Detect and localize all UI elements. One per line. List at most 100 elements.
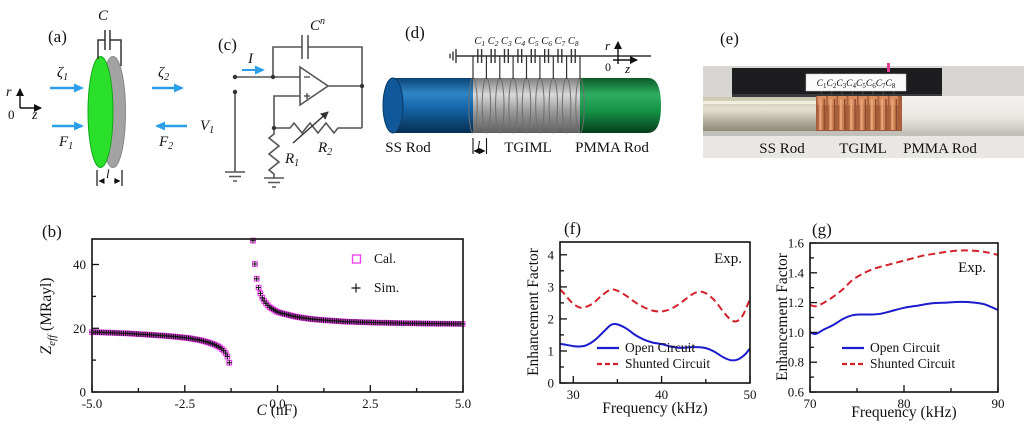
svg-text:80: 80 [898,396,911,411]
zeta1-label: ζ1 [57,65,68,83]
tgiml-label: TGIML [839,141,887,157]
capacitor-label: C1 [474,36,485,48]
panel-a-disc-schematic: (a) r 0 z C ζ1 ζ2 F1 F2 [6,8,187,186]
svg-text:0: 0 [80,385,87,400]
ss-rod-endcap [382,77,404,134]
thickness-label: l [477,138,481,152]
capacitor-symbol [97,30,122,66]
svg-text:70: 70 [804,396,817,411]
capacitor-symbol [570,49,576,63]
svg-text:1: 1 [548,344,555,359]
svg-text:3: 3 [548,279,555,294]
disc-face-green [87,56,114,168]
plot-canvas-g: 70 80 90 0.6 0.8 1.0 1.2 1.4 1.6 Open CircuitShun… [788,236,1005,412]
capacitor-row: C1 C2 C3 C4 C5 C6 C7 C8 [472,36,581,79]
series-cal-squares [89,237,466,366]
capacitor-label: C7 [555,36,566,48]
axes-frame [91,238,464,393]
svg-text:40: 40 [73,257,86,272]
wave-arrows [50,83,187,131]
ss-rod-label: SS Rod [759,141,805,157]
thickness-marks [472,138,488,154]
panel-tag-g: (g) [812,220,832,239]
svg-text:Open Circuit: Open Circuit [870,340,940,355]
panel-tag-f: (f) [564,219,581,238]
pmma-rod-body [580,78,661,133]
legend: Cal. Sim. [351,251,399,295]
axis-zero-label: 0 [605,60,611,74]
axes-rz [613,41,638,64]
series-open-circuit-line [809,300,999,335]
chart-enhancement-high-band: (g) Enhancement Factor Frequency (kHz) 7… [770,212,1024,441]
svg-text:Shunted Circuit: Shunted Circuit [625,356,710,371]
annotation-exp: Exp. [714,251,742,267]
capacitor-label: C3 [501,36,512,48]
svg-text:-2.5: -2.5 [175,396,196,411]
current-label: I [247,51,254,67]
x-axis-title: Frequency (kHz) [851,404,957,421]
svg-text:2: 2 [548,311,555,326]
capacitor-label: C2 [488,36,499,48]
capacitor-label: C8 [568,36,579,48]
series-sim-pluses [89,238,466,366]
pmma-rod-label: PMMA Rod [575,140,649,156]
op-amp-signs [304,76,310,99]
nodes [232,74,365,131]
capacitor-strip-text: C1C2C3C4C5C6C7C8 [817,79,896,90]
ss-rod-highlight [703,101,820,104]
series-shunted-circuit-line [559,288,751,323]
pink-mark [887,63,890,72]
pmma-rod-label: PMMA Rod [903,141,977,157]
x-axis-title: Frequency (kHz) [602,400,708,417]
chart-enhancement-low-band: (f) Enhancement Factor Frequency (kHz) 3… [520,212,780,441]
svg-text:0.6: 0.6 [788,385,805,400]
axis-zero-label: 0 [8,107,15,122]
x-axis-title: C (nF) [256,402,298,419]
force1-label: F1 [58,134,73,152]
r1-label: R1 [284,151,299,169]
ss-rod-body [393,78,473,133]
svg-text:Sim.: Sim. [374,280,399,295]
ss-rod-label: SS Rod [385,140,431,156]
panel-tag: (e) [720,29,739,48]
capacitor-label: C6 [541,36,552,48]
svg-text:90: 90 [992,396,1005,411]
capacitor-label-strip [805,73,907,92]
capacitor-label: C5 [528,36,539,48]
svg-text:Open Circuit: Open Circuit [625,340,695,355]
capacitor-symbol [503,49,510,63]
svg-text:5.0: 5.0 [455,396,471,411]
panel-e-experiment-photo: (e) C1C2C3C4C5C6C7C8 SS Rod TGIML PMMA R… [703,29,1024,158]
svg-text:Shunted Circuit: Shunted Circuit [870,356,955,371]
capacitor-label: C4 [514,36,525,48]
panel-tag: (a) [48,27,67,46]
panel-c-circuit: (c) [200,16,365,188]
svg-text:4: 4 [548,247,555,262]
tgiml-coils-photo [816,91,902,137]
circuit-wires [225,35,363,188]
bench-strip [703,136,1024,158]
variable-resistor-arrow [292,111,329,144]
axes-frame [559,241,751,384]
capacitor-symbol [517,49,523,63]
svg-text:2.5: 2.5 [362,396,378,411]
capacitance-label: C [98,8,109,24]
panel-tag: (c) [218,35,237,54]
svg-text:20: 20 [73,321,86,336]
svg-text:30: 30 [567,387,580,402]
thickness-marks [96,170,123,186]
pmma-rod-photo [900,96,1024,131]
ticks [560,254,751,384]
axis-r-label: r [6,85,12,100]
svg-text:-5.0: -5.0 [82,396,103,411]
capacitor-symbol [557,49,563,63]
shunt-bus [449,49,651,63]
capacitor-symbol [530,49,536,63]
axis-r-label: r [605,38,611,53]
capacitor-symbol [477,49,483,63]
capacitor-symbol [490,49,496,63]
tick-labels: 30 40 50 0 1 2 3 4 [548,247,757,402]
ticks [91,263,464,393]
